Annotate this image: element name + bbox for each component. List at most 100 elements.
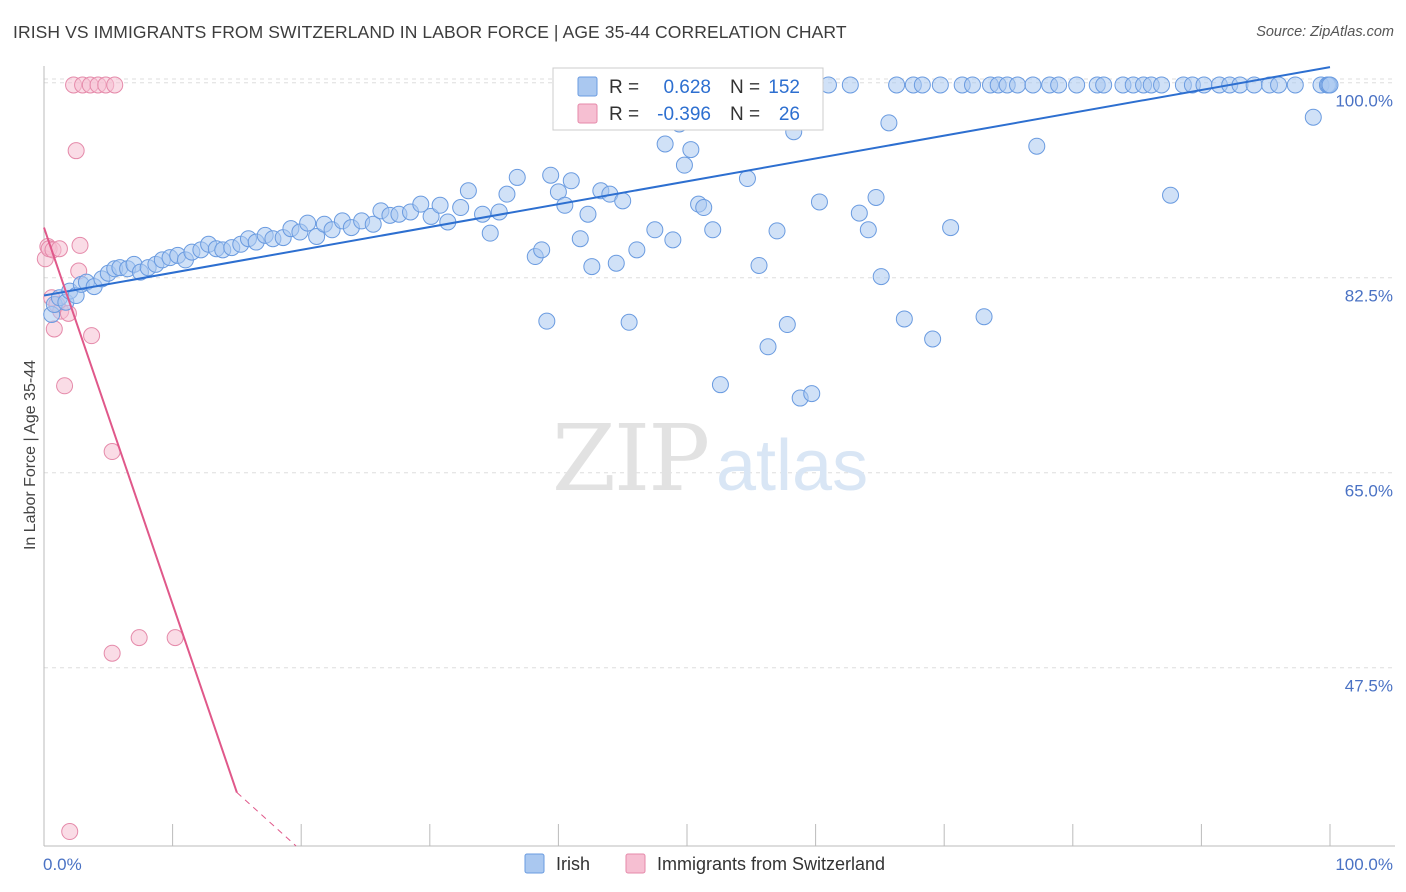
irish-point [841, 76, 859, 94]
irish-point [620, 313, 638, 331]
irish-point [646, 221, 664, 239]
watermark-zip: ZIP [552, 405, 708, 512]
irish-point [542, 166, 560, 184]
irish-point [533, 241, 551, 259]
irish-point [508, 168, 526, 186]
irish-point [803, 385, 821, 403]
irish-point [422, 207, 440, 225]
irish-point [1153, 76, 1171, 94]
irish-point [880, 114, 898, 132]
chart-title: IRISH VS IMMIGRANTS FROM SWITZERLAND IN … [13, 22, 847, 42]
irish-point [628, 241, 646, 259]
irish-point [975, 308, 993, 326]
swiss-point [71, 236, 89, 254]
irish-point [942, 219, 960, 237]
irish-point [490, 203, 508, 221]
legend-n-value-swiss: 26 [779, 104, 800, 125]
irish-point [583, 258, 601, 276]
y-tick-label-3: 47.5% [1345, 677, 1393, 696]
x-tick-label-max: 100.0% [1335, 855, 1393, 874]
swiss-trendline [43, 227, 238, 793]
irish-point [1009, 76, 1027, 94]
series-legend-label-irish: Irish [556, 854, 590, 874]
irish-point [1068, 76, 1086, 94]
y-tick-label-1: 82.5% [1345, 287, 1393, 306]
irish-point [614, 192, 632, 210]
irish-point [459, 182, 477, 200]
legend-r-value-irish: 0.628 [663, 77, 711, 98]
irish-point [1162, 186, 1180, 204]
irish-point [913, 76, 931, 94]
x-tick-label-min: 0.0% [43, 855, 82, 874]
irish-point [768, 222, 786, 240]
irish-point [963, 76, 981, 94]
irish-point [675, 156, 693, 174]
y-tick-label-2: 65.0% [1345, 482, 1393, 501]
legend-r-value-swiss: -0.396 [657, 104, 711, 125]
irish-point [888, 76, 906, 94]
legend-n-label-swiss: N = [730, 104, 760, 125]
swiss-point [45, 320, 63, 338]
irish-point [895, 310, 913, 328]
series-legend: Irish Immigrants from Switzerland [524, 853, 885, 874]
irish-point [1286, 76, 1304, 94]
swiss-point [106, 76, 124, 94]
swiss-point [130, 629, 148, 647]
swiss-point [61, 823, 79, 841]
irish-point [738, 170, 756, 188]
irish-point [810, 193, 828, 211]
stats-legend: R = 0.628 N = 152 R = -0.396 N = 26 [552, 67, 824, 131]
stats-legend-box [552, 67, 824, 131]
irish-point [364, 215, 382, 233]
swiss-point [83, 327, 101, 345]
legend-n-label-irish: N = [730, 77, 760, 98]
legend-n-value-irish: 152 [768, 77, 800, 98]
irish-point [867, 188, 885, 206]
irish-point [924, 330, 942, 348]
y-tick-labels: 100.0% 82.5% 65.0% 47.5% [1335, 92, 1393, 696]
swiss-point [103, 644, 121, 662]
irish-point [1024, 76, 1042, 94]
series-legend-label-swiss: Immigrants from Switzerland [657, 854, 885, 874]
irish-point [850, 204, 868, 222]
irish-point [498, 185, 516, 203]
trendlines [43, 66, 1331, 847]
irish-point [579, 205, 597, 223]
irish-point [664, 231, 682, 249]
irish-point [481, 224, 499, 242]
y-tick-label-0: 100.0% [1335, 92, 1393, 111]
gridlines [44, 78, 1395, 669]
axes [43, 66, 1395, 847]
irish-point [571, 230, 589, 248]
irish-point [704, 221, 722, 239]
irish-point [695, 199, 713, 217]
irish-point [1028, 137, 1046, 155]
irish-point [412, 195, 430, 213]
irish-point [1304, 108, 1322, 126]
irish-point [1270, 76, 1288, 94]
series-legend-swatch-swiss [625, 853, 646, 874]
irish-point [299, 214, 317, 232]
irish-point [1321, 76, 1339, 94]
irish-point [431, 196, 449, 214]
irish-point [750, 256, 768, 274]
watermark-atlas: atlas [716, 426, 868, 506]
legend-swatch-irish [577, 76, 598, 97]
irish-point [1095, 76, 1113, 94]
irish-point [562, 172, 580, 190]
swiss-trendline-extension [236, 792, 297, 847]
chart-source: Source: ZipAtlas.com [1256, 24, 1394, 40]
irish-point [759, 338, 777, 356]
irish-point [607, 254, 625, 272]
irish-point [778, 316, 796, 334]
irish-point [1050, 76, 1068, 94]
series-legend-swatch-irish [524, 853, 545, 874]
swiss-point [56, 377, 74, 395]
irish-point [452, 199, 470, 217]
legend-swatch-swiss [577, 103, 598, 124]
irish-point [538, 312, 556, 330]
irish-point [872, 268, 890, 286]
irish-point [308, 227, 326, 245]
legend-r-label-swiss: R = [609, 104, 639, 125]
swiss-point [166, 629, 184, 647]
